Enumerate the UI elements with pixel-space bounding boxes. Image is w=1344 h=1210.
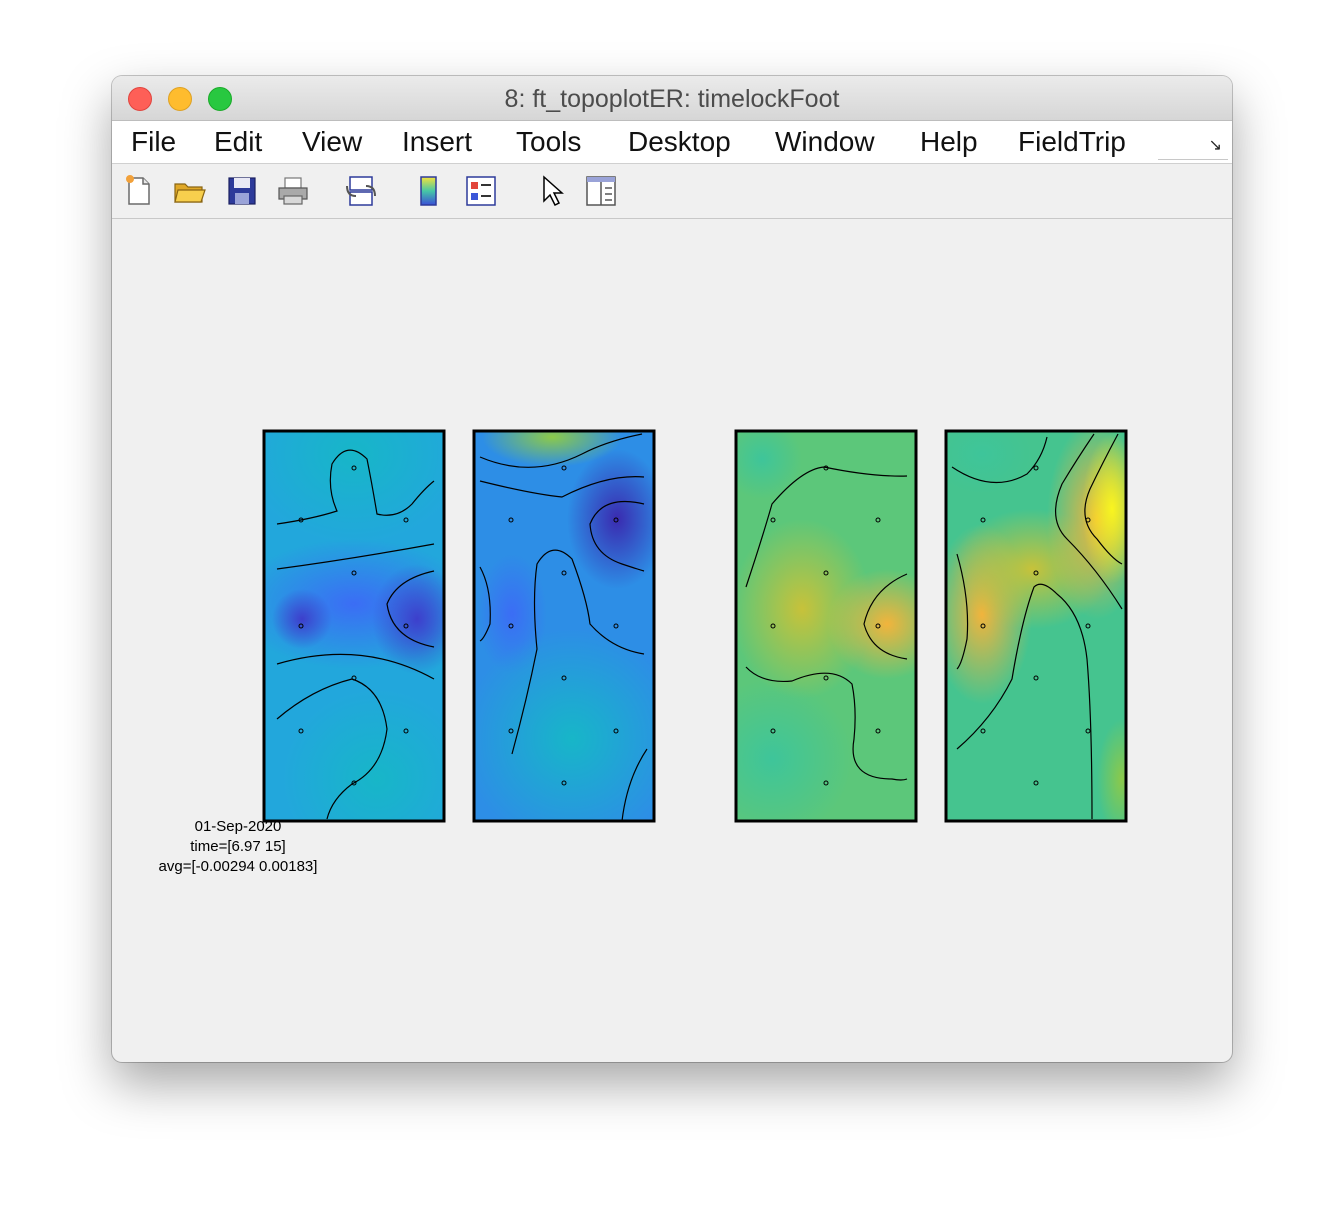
close-window-button[interactable] — [128, 87, 152, 111]
new-document-icon — [126, 175, 150, 205]
minimize-window-button[interactable] — [168, 87, 192, 111]
figure-toolbar — [112, 164, 1232, 219]
electrode-marker — [613, 517, 619, 523]
electrode-marker — [508, 517, 514, 523]
topo-panel-2 — [474, 431, 654, 821]
electrode-marker — [1033, 675, 1039, 681]
electrode-marker — [1085, 728, 1091, 734]
topo-frame-2 — [472, 429, 656, 823]
electrode-marker — [613, 623, 619, 629]
floppy-disk-icon — [228, 177, 256, 205]
topo-panel-3 — [736, 431, 916, 821]
edit-plot-button[interactable] — [536, 174, 570, 208]
folder-open-icon — [174, 183, 206, 203]
printer-icon — [278, 177, 308, 205]
annotation-date: 01-Sep-2020 — [194, 818, 282, 835]
electrode-marker — [1033, 570, 1039, 576]
electrode-marker — [823, 465, 829, 471]
electrode-marker — [1033, 465, 1039, 471]
menu-file[interactable]: File — [131, 126, 177, 157]
electrode-marker — [770, 517, 776, 523]
pointer-arrow-icon — [543, 175, 564, 207]
electrode-marker — [403, 517, 409, 523]
colorbar-icon — [420, 176, 437, 206]
electrode-marker — [508, 623, 514, 629]
plot-tools-icon — [586, 176, 616, 206]
electrode-marker — [1085, 623, 1091, 629]
electrode-marker — [351, 675, 357, 681]
electrode-marker — [823, 780, 829, 786]
electrode-marker — [561, 570, 567, 576]
electrode-marker — [351, 465, 357, 471]
electrode-marker — [1033, 780, 1039, 786]
menu-divider — [1158, 159, 1228, 160]
electrode-marker — [561, 780, 567, 786]
electrode-marker — [1085, 517, 1091, 523]
menu-desktop[interactable]: Desktop — [628, 126, 731, 157]
menu-fieldtrip[interactable]: FieldTrip — [1018, 126, 1126, 157]
chevron-expand-icon[interactable]: ↘ — [1208, 137, 1222, 154]
electrode-marker — [508, 728, 514, 734]
open-file-button[interactable] — [172, 174, 206, 208]
menu-bar: File Edit View Insert Tools Desktop Wind… — [112, 121, 1232, 164]
menu-help[interactable]: Help — [920, 126, 978, 157]
topo-frame-3 — [734, 429, 918, 823]
electrode-marker — [298, 728, 304, 734]
menu-tools[interactable]: Tools — [516, 126, 582, 157]
window-title: 8: ft_topoplotER: timelockFoot — [504, 85, 840, 113]
electrode-marker — [561, 465, 567, 471]
save-figure-button[interactable] — [225, 174, 259, 208]
menu-window[interactable]: Window — [775, 126, 875, 157]
topo-panel-4 — [946, 431, 1126, 821]
electrode-marker — [561, 675, 567, 681]
electrode-marker — [403, 728, 409, 734]
electrode-marker — [980, 623, 986, 629]
electrode-marker — [980, 728, 986, 734]
topo-frame-4 — [944, 429, 1128, 823]
electrode-marker — [298, 623, 304, 629]
menu-insert[interactable]: Insert — [402, 126, 473, 157]
electrode-marker — [875, 728, 881, 734]
plot-annotation: 01-Sep-2020 time=[6.97 15] avg=[-0.00294… — [152, 817, 324, 877]
link-plot-button[interactable] — [344, 174, 378, 208]
electrode-marker — [980, 517, 986, 523]
title-bar[interactable]: 8: ft_topoplotER: timelockFoot — [112, 76, 1232, 121]
electrode-markers — [298, 465, 1091, 786]
menu-view[interactable]: View — [302, 126, 363, 157]
print-figure-button[interactable] — [276, 174, 310, 208]
insert-legend-button[interactable] — [464, 174, 498, 208]
link-plot-icon — [346, 176, 376, 206]
figure-window: 8: ft_topoplotER: timelockFoot File Edit… — [112, 76, 1232, 1062]
menu-edit[interactable]: Edit — [214, 126, 263, 157]
electrode-marker — [351, 780, 357, 786]
electrode-marker — [770, 728, 776, 734]
annotation-time: time=[6.97 15] — [190, 838, 286, 855]
electrode-marker — [351, 570, 357, 576]
electrode-marker — [403, 623, 409, 629]
topo-frame-1 — [262, 429, 446, 823]
insert-colorbar-button[interactable] — [412, 174, 446, 208]
electrode-marker — [875, 623, 881, 629]
electrode-marker — [875, 517, 881, 523]
new-figure-button[interactable] — [122, 174, 156, 208]
electrode-marker — [770, 623, 776, 629]
electrode-marker — [823, 570, 829, 576]
electrode-marker — [823, 675, 829, 681]
topo-panel-1 — [264, 431, 444, 821]
annotation-avg: avg=[-0.00294 0.00183] — [158, 858, 318, 875]
show-plot-tools-button[interactable] — [584, 174, 618, 208]
legend-icon — [466, 176, 496, 206]
zoom-window-button[interactable] — [208, 87, 232, 111]
plot-area[interactable]: 01-Sep-2020 time=[6.97 15] avg=[-0.00294… — [112, 219, 1232, 1062]
electrode-marker — [613, 728, 619, 734]
topoplot-axes[interactable] — [112, 219, 1232, 1062]
electrode-marker — [298, 517, 304, 523]
